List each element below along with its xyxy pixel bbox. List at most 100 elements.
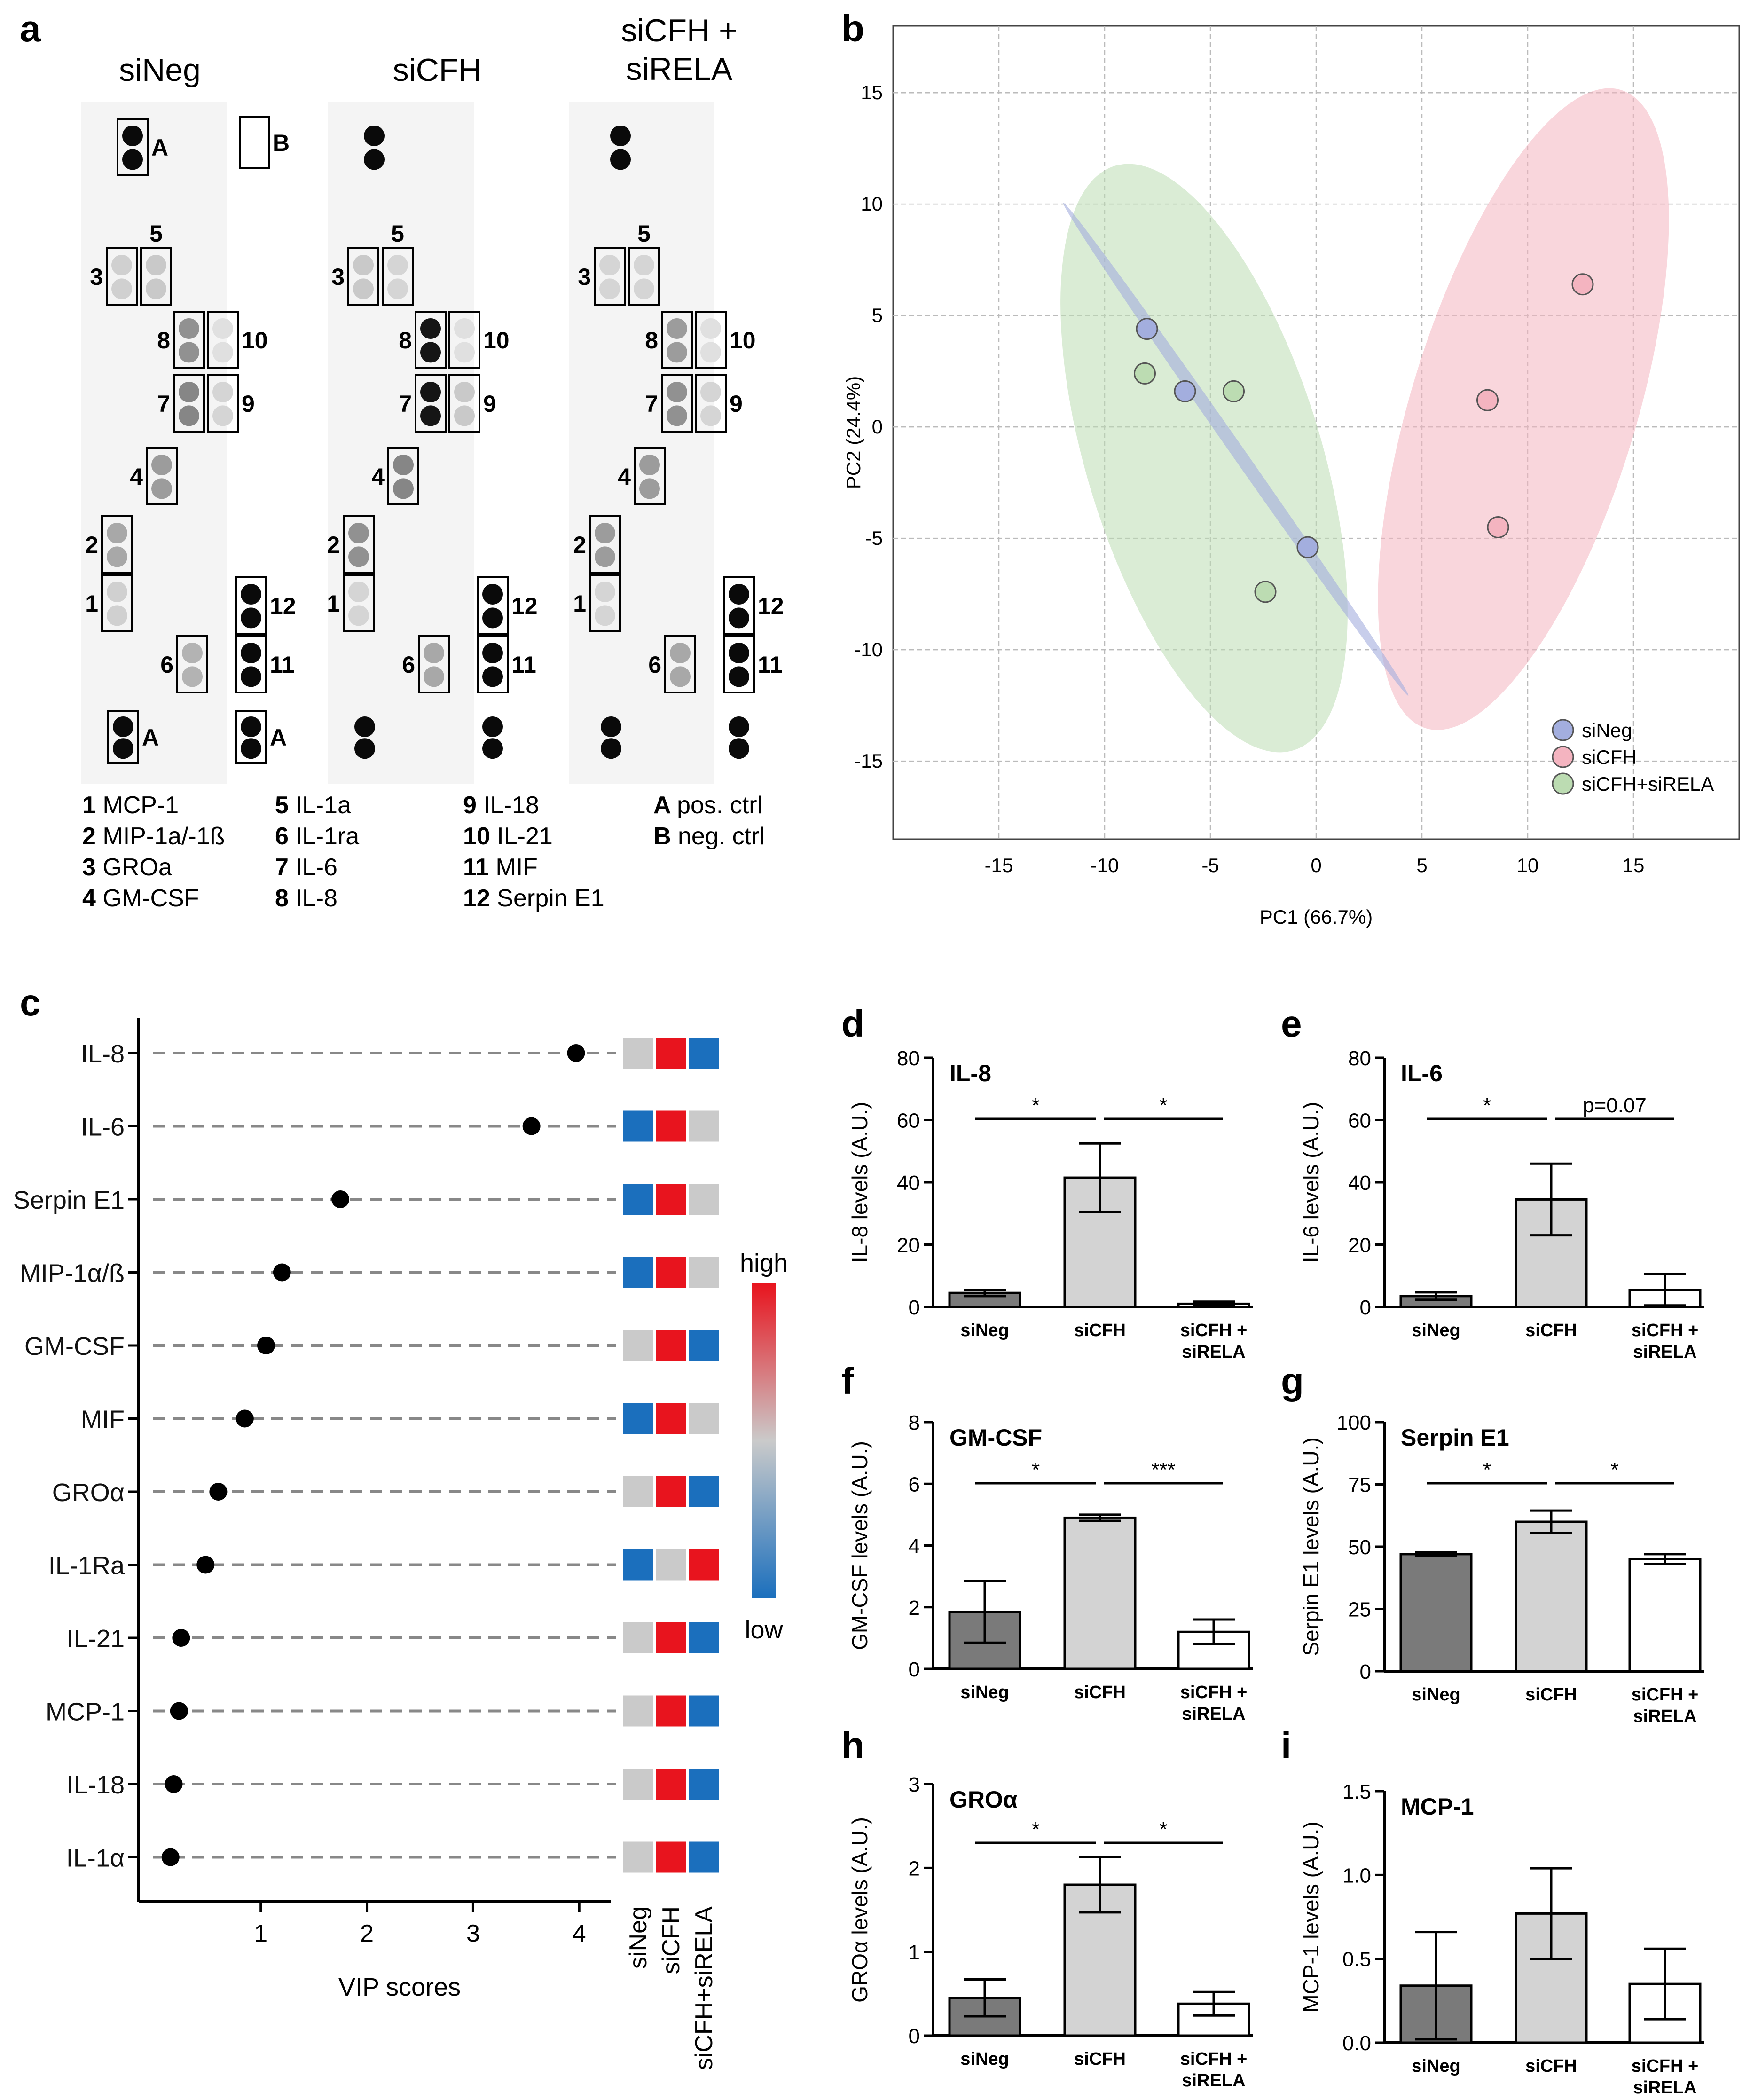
- blot-box-label: 6: [160, 652, 173, 678]
- bar-f-2: [1063, 1516, 1137, 1670]
- chart-title-d: IL-8: [950, 1060, 991, 1086]
- y-tick-label-h: 0: [909, 2025, 920, 2048]
- blot-box-label: 11: [270, 652, 295, 678]
- x-tick-label: 15: [1623, 854, 1645, 876]
- heatmap-cell: [623, 1622, 653, 1653]
- y-tick-label-d: 80: [897, 1047, 920, 1070]
- heatmap-cell: [623, 1110, 653, 1142]
- blot-box-label: 10: [730, 327, 756, 354]
- blot-box: [415, 311, 447, 369]
- legend-entry: 7 IL-6: [275, 854, 337, 881]
- blot-spot: [482, 643, 503, 663]
- chart-title-e: IL-6: [1401, 1060, 1443, 1086]
- category-label: IL-6: [81, 1113, 125, 1141]
- y-tick-label-d: 60: [897, 1109, 920, 1133]
- x-tick-label: 0: [1311, 854, 1321, 876]
- blot-spot: [113, 716, 133, 737]
- blot-box-label: 5: [391, 220, 404, 247]
- heatmap-cell: [689, 1403, 719, 1434]
- y-tick-label-g: 100: [1337, 1411, 1371, 1434]
- y-axis-label: PC2 (24.4%): [842, 376, 864, 489]
- panel-b-pca-plot: -15 -10 -5 0 5 10 15 -15 -10 -5 0 5 10 15 PC1 (66.7%) P…: [842, 25, 1740, 928]
- blot-spot: [420, 318, 441, 339]
- pca-point-siCFH: [1571, 273, 1594, 296]
- y-tick-label-g: 0: [1360, 1660, 1371, 1683]
- legend-entry: 2 MIP-1a/-1ß: [82, 823, 225, 850]
- blot-box-label: 8: [157, 327, 170, 354]
- blot-spot: [387, 278, 408, 299]
- blot-spot: [729, 738, 749, 759]
- x-category-label-e: siNeg: [1412, 1321, 1460, 1340]
- category-label: IL-1α: [66, 1844, 125, 1872]
- blot-box-label: 6: [402, 652, 415, 678]
- blot-box: [101, 515, 133, 574]
- blot-box-label: A: [142, 724, 159, 751]
- blot-box-label: 8: [399, 327, 412, 354]
- blot-spot: [601, 716, 621, 737]
- blot-box-label: 9: [242, 391, 255, 417]
- blot-title-2: siCFH: [393, 52, 482, 88]
- y-tick-label-f: 4: [909, 1535, 920, 1558]
- legend-entry: 9 IL-18: [463, 792, 539, 819]
- confidence-ellipse-siCFH+siRELA: [1060, 164, 1348, 753]
- y-tick-label: 5: [872, 304, 883, 326]
- category-label: GROα: [52, 1479, 125, 1507]
- blot-box-label: 3: [578, 264, 591, 290]
- heatmap-cell: [689, 1184, 719, 1215]
- vip-point: [273, 1263, 291, 1282]
- chart-title-i: MCP-1: [1401, 1793, 1474, 1820]
- heatmap-cell: [623, 1841, 653, 1873]
- heatmap-column-label: siCFH: [658, 1906, 685, 1974]
- blot-box: [207, 374, 239, 433]
- significance-label-d: *: [1032, 1094, 1040, 1117]
- blot-box: [207, 311, 239, 369]
- blot-spot: [729, 643, 749, 663]
- blot-box-label: 6: [648, 652, 661, 678]
- blot-spot: [595, 546, 615, 567]
- blot-box-label: 9: [483, 391, 496, 417]
- blot-box: [176, 635, 208, 693]
- x-category-label-e: siCFH + siRELA: [1632, 1321, 1699, 1362]
- blot-box: [448, 374, 480, 433]
- x-category-label-i: siNeg: [1412, 2056, 1460, 2076]
- blot-box-label: 11: [758, 652, 783, 678]
- significance-label-e: p=0.07: [1583, 1094, 1647, 1117]
- heatmap-cell: [623, 1549, 653, 1581]
- x-category-label-h: siCFH: [1074, 2049, 1126, 2069]
- blot-spot: [482, 584, 503, 605]
- heatmap-cell: [689, 1038, 719, 1069]
- blot-box: [628, 247, 660, 306]
- vip-point: [522, 1117, 541, 1135]
- vip-point: [172, 1629, 190, 1647]
- blot-spot: [107, 546, 127, 567]
- y-tick-label-g: 25: [1348, 1598, 1371, 1621]
- membrane-2: [328, 102, 474, 784]
- heatmap-cell: [656, 1257, 686, 1288]
- blot-box: [448, 311, 480, 369]
- blot-spot: [364, 149, 385, 170]
- blot-spot: [241, 738, 261, 759]
- legend-entry: 10 IL-21: [463, 823, 553, 850]
- pca-point-siCFH+siRELA: [1254, 581, 1277, 603]
- x-category-label-f: siCFH: [1074, 1683, 1126, 1702]
- blot-spot: [212, 382, 233, 402]
- blot-box-label: 9: [730, 391, 743, 417]
- blot-spot: [353, 278, 374, 299]
- blot-spot: [700, 382, 721, 402]
- panel-c-vip-plot: 1 2 3 4 VIP scores IL-8 IL-6 Serpin E1 MIP-1α/ß G…: [13, 1018, 788, 2070]
- blot-spot: [454, 318, 475, 339]
- blot-spot: [179, 382, 199, 402]
- significance-label-h: *: [1032, 1818, 1040, 1841]
- category-label: MIP-1α/ß: [20, 1259, 125, 1288]
- color-scale-bar: [752, 1283, 776, 1598]
- blot-spot: [122, 149, 143, 170]
- blot-spot: [482, 607, 503, 629]
- vip-point: [170, 1702, 188, 1720]
- significance-label-g: *: [1483, 1458, 1491, 1481]
- blot-spot: [729, 666, 749, 687]
- panel-label-i: i: [1281, 1724, 1291, 1766]
- y-tick-label: -15: [854, 750, 883, 772]
- y-tick-label-e: 20: [1348, 1234, 1371, 1257]
- panel-label-h: h: [841, 1724, 864, 1766]
- blot-box-label: B: [273, 130, 290, 156]
